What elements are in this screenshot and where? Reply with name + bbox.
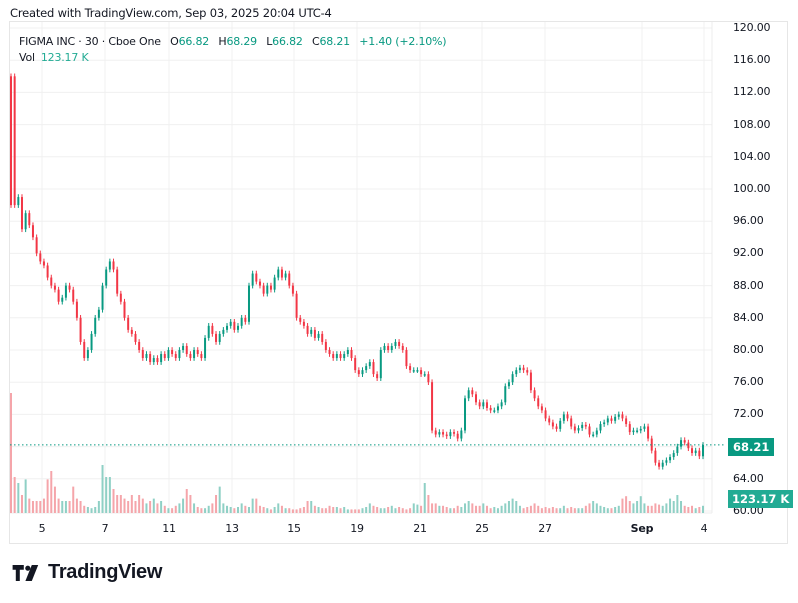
price-axis-label: 64.00 [733,471,764,485]
tradingview-logo-icon [12,564,39,581]
chart-frame [9,21,788,544]
price-axis-label: 84.00 [733,310,764,324]
current-price-tag: 68.21 [728,438,775,456]
volume-label: Vol [19,51,35,64]
time-axis-label: 27 [538,522,552,535]
price-axis-label: 120.00 [733,21,771,34]
close-label: C [311,35,320,48]
tradingview-brand[interactable]: TradingView [12,561,162,584]
time-axis-label: 5 [38,522,46,535]
price-axis-label: 100.00 [733,182,771,195]
created-with-caption: Created with TradingView.com, Sep 03, 20… [10,6,332,20]
time-axis-label: 21 [413,522,427,535]
time-axis-label: 13 [225,522,239,535]
price-axis-label: 108.00 [733,117,771,131]
low-value: 66.82 [272,35,303,48]
price-axis-label: 116.00 [733,53,771,67]
brand-name: TradingView [48,561,163,583]
high-value: 68.29 [226,35,257,48]
price-axis-label: 104.00 [733,149,771,163]
symbol-label: FIGMA INC · 30 · Cboe One [19,35,161,48]
high-label: H [218,35,227,48]
time-axis-label: 15 [287,522,301,535]
time-axis-label: 4 [700,522,708,535]
time-axis-label: 19 [350,522,364,535]
open-label: O [170,35,179,48]
close-value: 68.21 [319,35,350,48]
ohlc-legend: FIGMA INC · 30 · Cboe One O66.82 H68.29 … [19,35,447,48]
time-axis-label: 7 [101,522,109,535]
change-value: +1.40 (+2.10%) [359,35,447,48]
price-axis-label: 72.00 [733,407,764,421]
price-axis-label: 80.00 [733,343,764,356]
price-axis-label: 76.00 [733,375,764,389]
open-value: 66.82 [178,35,210,48]
low-label: L [266,35,273,48]
price-axis-label: 96.00 [733,214,764,228]
volume-value: 123.17 K [40,51,89,64]
time-axis-label: Sep [630,522,654,535]
price-axis-label: 88.00 [733,278,764,292]
time-axis-label: 11 [162,522,176,535]
volume-legend: Vol 123.17 K [19,51,89,64]
time-axis-label: 25 [475,522,489,535]
price-axis-label: 112.00 [733,85,771,99]
price-axis-label: 92.00 [733,246,764,260]
current-volume-tag: 123.17 K [728,490,794,508]
